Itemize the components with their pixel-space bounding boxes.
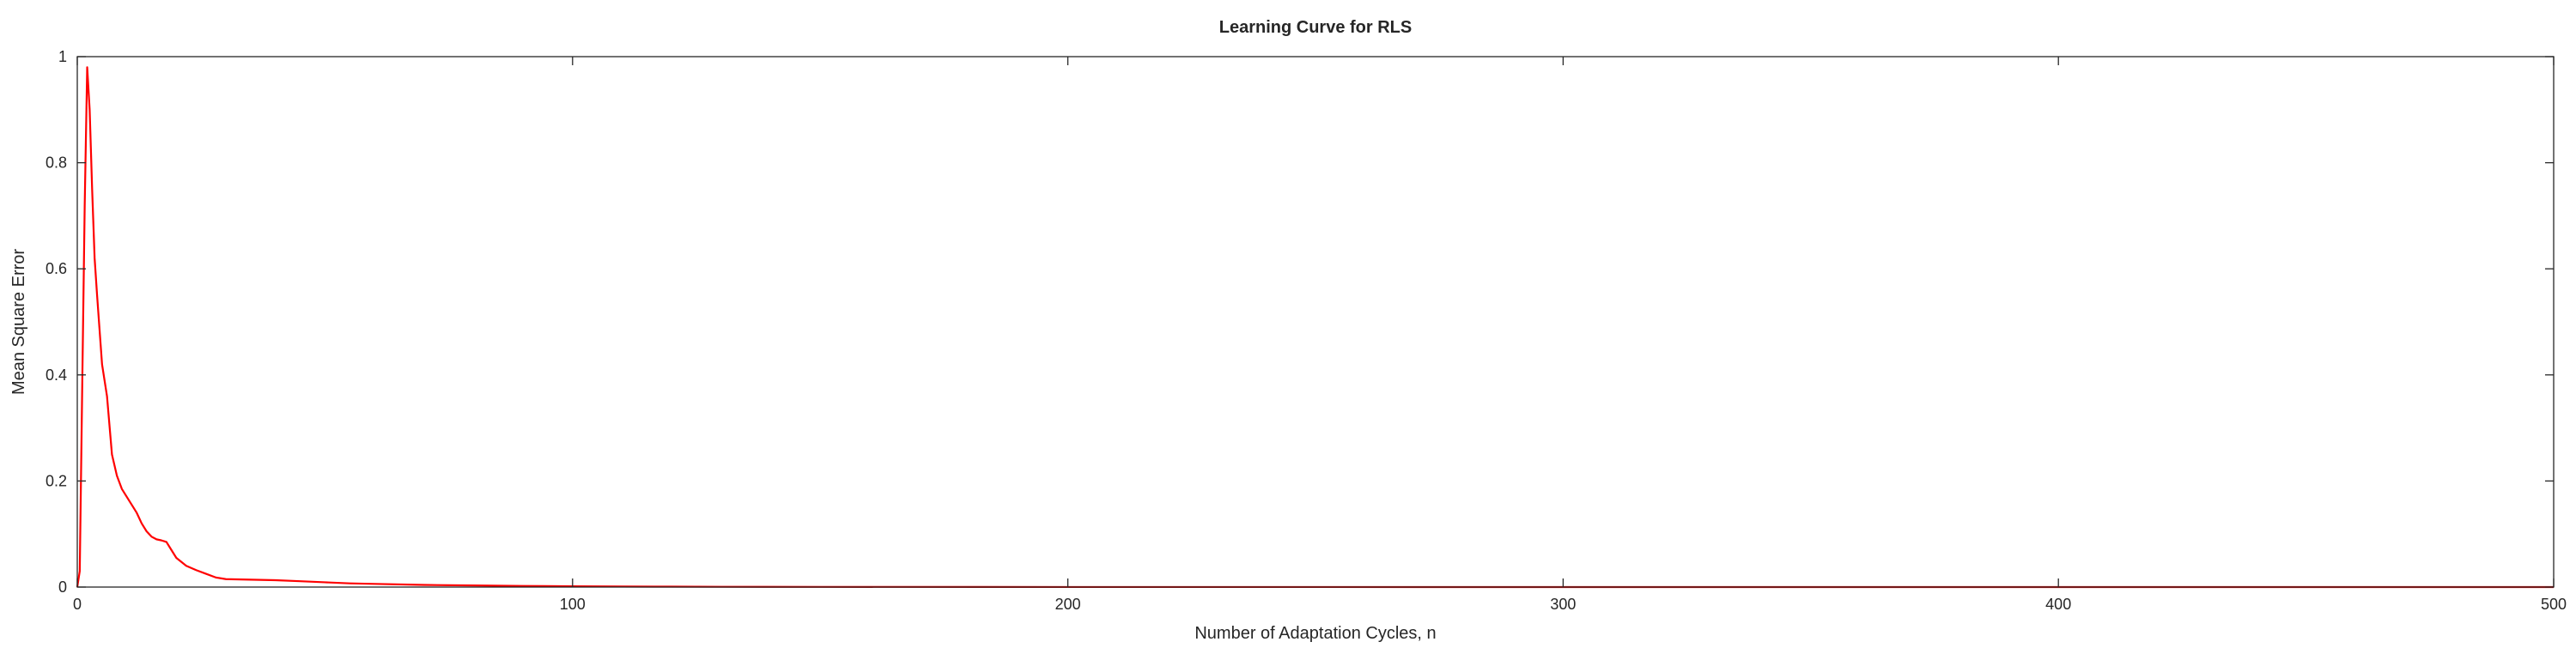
x-tick-label: 400 bbox=[2045, 596, 2071, 613]
y-tick-label: 0.4 bbox=[46, 366, 67, 384]
y-tick-label: 0 bbox=[58, 578, 67, 596]
x-tick-label: 500 bbox=[2541, 596, 2567, 613]
plot-box bbox=[76, 56, 2555, 588]
y-tick-label: 0.2 bbox=[46, 472, 67, 489]
y-axis-label: Mean Square Error bbox=[9, 249, 28, 395]
chart-title: Learning Curve for RLS bbox=[1219, 18, 1412, 37]
y-tick-label: 1 bbox=[58, 48, 67, 65]
x-tick-label: 300 bbox=[1550, 596, 1576, 613]
y-tick-label: 0.8 bbox=[46, 154, 67, 172]
y-tick-label: 0.6 bbox=[46, 260, 67, 277]
x-axis-label: Number of Adaptation Cycles, n bbox=[1194, 624, 1436, 643]
plot-area bbox=[77, 57, 2554, 587]
x-tick-label: 200 bbox=[1055, 596, 1081, 613]
x-tick-label: 0 bbox=[73, 596, 82, 613]
x-tick-label: 100 bbox=[560, 596, 586, 613]
